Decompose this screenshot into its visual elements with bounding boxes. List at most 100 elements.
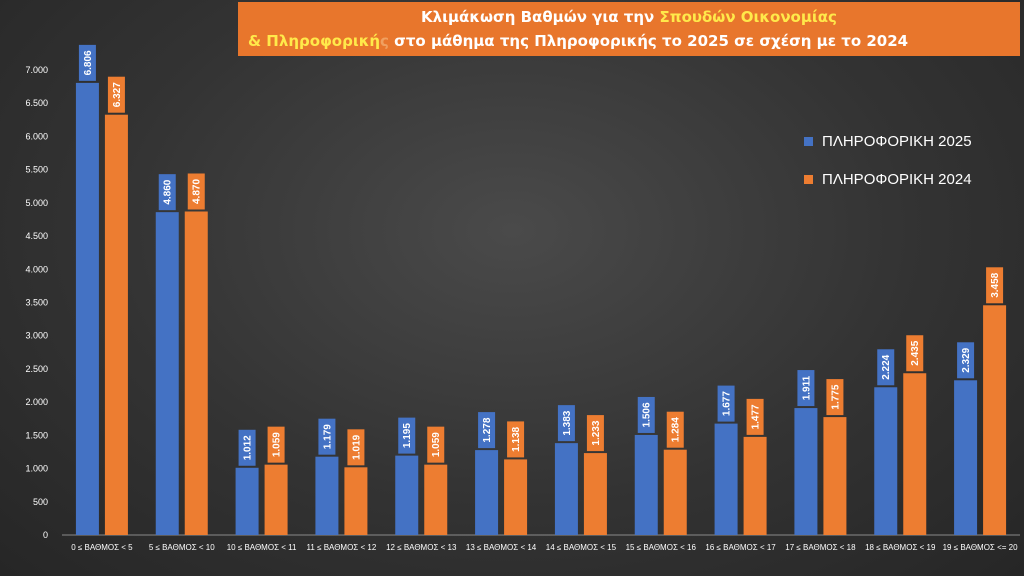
data-label: 1.179 <box>322 424 333 449</box>
bar-2024 <box>663 449 687 535</box>
data-label-box <box>238 429 256 466</box>
data-label: 1.195 <box>402 423 413 448</box>
y-tick-label: 1.500 <box>25 430 48 440</box>
bar-2024 <box>823 417 847 535</box>
y-tick-label: 5.500 <box>25 165 48 175</box>
bar-2024 <box>264 464 288 535</box>
bar-2024 <box>743 436 767 535</box>
bar-2025 <box>794 408 818 535</box>
x-tick-label: 11 ≤ ΒΑΘΜΟΣ < 12 <box>307 543 377 552</box>
bar-2025 <box>75 82 99 535</box>
title-line1-highlight: Σπουδών Οικονομίας <box>659 8 837 26</box>
legend-label-2025: ΠΛΗΡΟΦΟΡΙΚΗ 2025 <box>822 132 972 150</box>
data-label-box <box>318 418 336 455</box>
data-label: 1.019 <box>351 434 362 459</box>
bar-2025 <box>315 456 339 535</box>
legend-swatch-2025 <box>804 136 813 146</box>
data-label-box <box>398 417 416 454</box>
data-label-box <box>906 335 924 372</box>
data-label-box <box>797 370 815 407</box>
x-tick-label: 5 ≤ ΒΑΘΜΟΣ < 10 <box>149 543 215 552</box>
bar-2025 <box>155 212 179 535</box>
bar-2025 <box>554 443 578 535</box>
data-label-box <box>507 421 525 458</box>
data-label-box <box>986 267 1004 304</box>
data-label: 1.059 <box>272 432 283 457</box>
data-label-box <box>158 174 176 211</box>
x-tick-label: 15 ≤ ΒΑΘΜΟΣ < 16 <box>626 543 697 552</box>
x-tick-label: 18 ≤ ΒΑΘΜΟΣ < 19 <box>865 543 936 552</box>
data-label: 2.435 <box>910 340 921 365</box>
data-label-box <box>187 173 205 210</box>
data-label: 1.233 <box>591 420 602 445</box>
data-label: 1.911 <box>801 375 812 400</box>
bar-2025 <box>475 450 499 535</box>
data-label: 1.506 <box>642 402 653 427</box>
y-tick-label: 0 <box>43 530 48 540</box>
data-label: 4.860 <box>163 179 174 204</box>
y-tick-label: 3.000 <box>25 331 48 341</box>
legend-item-2025: ΠΛΗΡΟΦΟΡΙΚΗ 2025 <box>804 130 972 152</box>
title-line2-highlight: & Πληροφορική <box>248 32 381 50</box>
data-label: 2.224 <box>881 354 892 379</box>
title-line1-text: Κλιμάκωση Βαθμών για την <box>421 8 660 26</box>
data-label: 2.329 <box>961 347 972 372</box>
data-label: 1.012 <box>243 435 254 460</box>
bar-2025 <box>714 423 738 535</box>
data-label-box <box>557 405 575 442</box>
data-label-box <box>877 349 895 386</box>
data-label-box <box>637 396 655 433</box>
x-tick-label: 13 ≤ ΒΑΘΜΟΣ < 14 <box>466 543 537 552</box>
y-tick-label: 3.500 <box>25 298 48 308</box>
data-label-box <box>478 412 496 449</box>
y-tick-label: 4.000 <box>25 264 48 274</box>
data-label-box <box>586 415 604 452</box>
bar-2025 <box>874 387 898 535</box>
title-line2-text: στο μάθημα της Πληροφορικής το 2025 σε σ… <box>388 32 909 50</box>
x-tick-label: 19 ≤ ΒΑΘΜΟΣ <= 20 <box>943 543 1019 552</box>
data-label: 3.458 <box>990 272 1001 297</box>
chart-title-line-1: Κλιμάκωση Βαθμών για την Σπουδών Οικονομ… <box>238 8 1020 26</box>
chart-title-line-2: & Πληροφορικής στο μάθημα της Πληροφορικ… <box>248 32 1020 50</box>
data-label-box <box>746 398 764 435</box>
bar-2024 <box>903 373 927 535</box>
x-tick-label: 12 ≤ ΒΑΘΜΟΣ < 13 <box>386 543 457 552</box>
bar-2024 <box>184 211 208 535</box>
bar-2025 <box>235 467 259 535</box>
bar-2025 <box>634 434 658 535</box>
title-line2-faint: ς <box>380 32 389 50</box>
data-label: 1.284 <box>671 417 682 442</box>
y-tick-label: 2.500 <box>25 364 48 374</box>
data-label: 1.278 <box>482 417 493 442</box>
x-tick-label: 16 ≤ ΒΑΘΜΟΣ < 17 <box>705 543 776 552</box>
bar-2024 <box>424 464 448 535</box>
y-tick-label: 7.000 <box>25 65 48 75</box>
data-label-box <box>427 426 445 463</box>
bar-2024 <box>983 305 1007 535</box>
y-tick-label: 5.000 <box>25 198 48 208</box>
legend-label-2024: ΠΛΗΡΟΦΟΡΙΚΗ 2024 <box>822 170 972 188</box>
x-tick-label: 10 ≤ ΒΑΘΜΟΣ < 11 <box>227 543 297 552</box>
y-tick-label: 2.000 <box>25 397 48 407</box>
data-label: 1.383 <box>562 410 573 435</box>
bar-2025 <box>954 380 978 535</box>
legend-item-2024: ΠΛΗΡΟΦΟΡΙΚΗ 2024 <box>804 168 972 190</box>
data-label-box <box>666 411 684 448</box>
data-label: 1.138 <box>511 426 522 451</box>
x-tick-label: 17 ≤ ΒΑΘΜΟΣ < 18 <box>785 543 856 552</box>
y-tick-label: 500 <box>33 497 48 507</box>
data-label: 1.477 <box>751 404 762 429</box>
legend: ΠΛΗΡΟΦΟΡΙΚΗ 2025 ΠΛΗΡΟΦΟΡΙΚΗ 2024 <box>804 130 972 206</box>
y-tick-label: 6.000 <box>25 131 48 141</box>
data-label: 6.327 <box>112 82 123 107</box>
chart-title-banner: Κλιμάκωση Βαθμών για την Σπουδών Οικονομ… <box>238 2 1020 56</box>
data-label-box <box>267 426 285 463</box>
data-label-box <box>957 342 975 379</box>
y-tick-label: 1.000 <box>25 464 48 474</box>
x-tick-label: 14 ≤ ΒΑΘΜΟΣ < 15 <box>546 543 617 552</box>
data-label-box <box>78 44 96 81</box>
data-label-box <box>826 379 844 416</box>
bar-2024 <box>104 114 128 536</box>
legend-swatch-2024 <box>804 174 813 184</box>
